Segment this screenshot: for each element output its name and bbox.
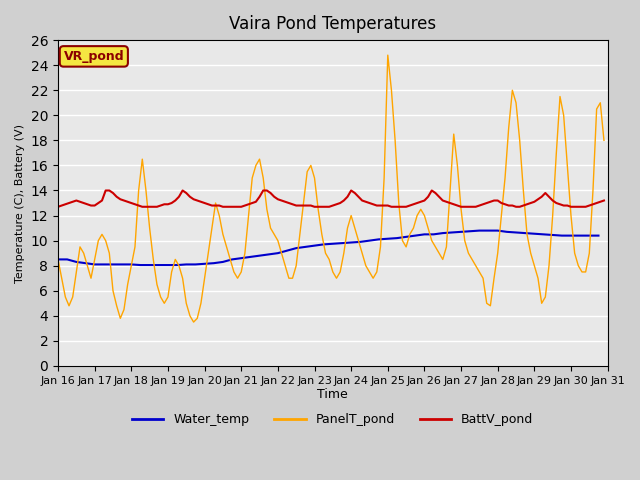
PanelT_pond xyxy=(384,52,392,58)
Water_temp xyxy=(201,261,209,267)
PanelT_pond xyxy=(274,238,282,243)
BattV_pond xyxy=(509,203,516,208)
PanelT_pond xyxy=(54,256,62,262)
X-axis label: Time: Time xyxy=(317,388,348,401)
Line: BattV_pond: BattV_pond xyxy=(58,191,604,207)
BattV_pond xyxy=(102,188,109,193)
PanelT_pond xyxy=(512,100,520,106)
BattV_pond xyxy=(435,194,443,200)
PanelT_pond xyxy=(600,137,608,143)
Water_temp xyxy=(237,255,245,261)
Legend: Water_temp, PanelT_pond, BattV_pond: Water_temp, PanelT_pond, BattV_pond xyxy=(127,408,538,432)
Y-axis label: Temperature (C), Battery (V): Temperature (C), Battery (V) xyxy=(15,123,25,283)
BattV_pond xyxy=(600,198,608,204)
Text: VR_pond: VR_pond xyxy=(63,50,124,63)
Water_temp xyxy=(246,254,254,260)
Line: Water_temp: Water_temp xyxy=(58,230,598,265)
Water_temp xyxy=(476,228,483,233)
PanelT_pond xyxy=(439,256,447,262)
BattV_pond xyxy=(274,196,282,202)
BattV_pond xyxy=(344,194,351,200)
Water_temp xyxy=(219,259,227,265)
Title: Vaira Pond Temperatures: Vaira Pond Temperatures xyxy=(229,15,436,33)
Water_temp xyxy=(136,262,144,268)
Line: PanelT_pond: PanelT_pond xyxy=(58,55,604,322)
BattV_pond xyxy=(237,204,245,210)
PanelT_pond xyxy=(237,269,245,275)
Water_temp xyxy=(595,233,602,239)
Water_temp xyxy=(155,262,163,268)
Water_temp xyxy=(54,256,62,262)
PanelT_pond xyxy=(189,319,197,325)
BattV_pond xyxy=(54,204,62,210)
BattV_pond xyxy=(365,200,373,206)
PanelT_pond xyxy=(344,225,351,231)
Water_temp xyxy=(403,234,410,240)
PanelT_pond xyxy=(365,269,373,275)
